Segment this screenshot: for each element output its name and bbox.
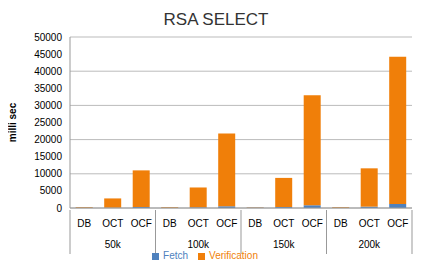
svg-text:50000: 50000 <box>34 32 62 43</box>
svg-text:150k: 150k <box>273 239 296 250</box>
svg-text:OCT: OCT <box>188 218 209 229</box>
svg-text:OCT: OCT <box>102 218 123 229</box>
svg-text:0: 0 <box>56 203 62 214</box>
svg-text:15000: 15000 <box>34 151 62 162</box>
svg-text:200k: 200k <box>358 239 381 250</box>
svg-text:DB: DB <box>77 218 91 229</box>
svg-text:45000: 45000 <box>34 49 62 60</box>
svg-text:DB: DB <box>334 218 348 229</box>
svg-text:OCF: OCF <box>216 218 237 229</box>
svg-text:10000: 10000 <box>34 168 62 179</box>
svg-text:OCT: OCT <box>273 218 294 229</box>
svg-text:OCT: OCT <box>359 218 380 229</box>
html-text:RSA SELECT: RSA SELECT <box>163 10 269 29</box>
html-text:Fetch: Fetch <box>163 250 188 261</box>
svg-text:50k: 50k <box>105 239 122 250</box>
svg-text:25000: 25000 <box>34 117 62 128</box>
svg-text:20000: 20000 <box>34 134 62 145</box>
svg-text:OCF: OCF <box>131 218 152 229</box>
svg-text:5000: 5000 <box>40 185 63 196</box>
svg-text:milli sec: milli sec <box>8 102 18 142</box>
html-text:Verification: Verification <box>209 250 258 261</box>
svg-text:DB: DB <box>248 218 262 229</box>
svg-text:DB: DB <box>163 218 177 229</box>
svg-text:100k: 100k <box>187 239 210 250</box>
svg-text:OCF: OCF <box>302 218 323 229</box>
svg-text:40000: 40000 <box>34 66 62 77</box>
svg-text:OCF: OCF <box>387 218 408 229</box>
svg-text:30000: 30000 <box>34 100 62 111</box>
svg-text:35000: 35000 <box>34 83 62 94</box>
